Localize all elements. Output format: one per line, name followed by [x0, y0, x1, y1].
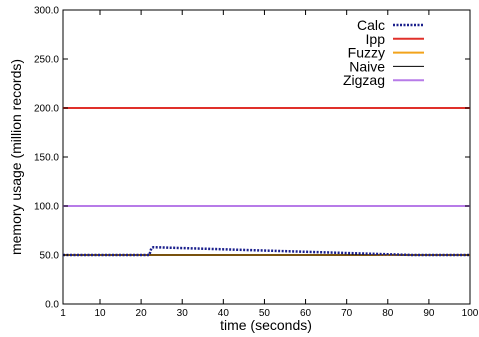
y-axis-title: memory usage (million records) — [8, 59, 24, 255]
x-tick-label: 80 — [382, 308, 394, 319]
series-layer — [63, 107, 470, 257]
series-line-calc — [63, 245, 470, 257]
y-tick-label: 200.0 — [34, 104, 59, 115]
x-axis-title: time (seconds) — [220, 317, 312, 333]
y-tick-label: 300.0 — [34, 6, 59, 17]
legend-label-calc: Calc — [357, 17, 385, 33]
plot-area — [62, 9, 471, 305]
y-tick-label: 150.0 — [34, 153, 59, 164]
y-tick-label: 250.0 — [34, 55, 59, 66]
y-tick-label: 0.0 — [45, 300, 59, 311]
y-tick-label: 100.0 — [34, 202, 59, 213]
x-tick-label: 50 — [259, 308, 271, 319]
legend-label-fuzzy: Fuzzy — [348, 45, 385, 61]
x-tick-label: 1 — [60, 308, 66, 319]
legend-label-zigzag: Zigzag — [343, 72, 385, 88]
x-tick-label: 40 — [218, 308, 230, 319]
legend-label-naive: Naive — [349, 58, 385, 74]
x-tick-label: 20 — [136, 308, 148, 319]
x-tick-label: 100 — [462, 308, 479, 319]
y-tick-label: 50.0 — [40, 251, 60, 262]
legend-label-ipp: Ipp — [366, 31, 386, 47]
x-tick-label: 30 — [177, 308, 189, 319]
tick-layer: 1 10 20 30 40 50 60 70 80 90 100 0.0 50.0 100.0 150.0 2… — [34, 6, 479, 320]
x-tick-label: 70 — [341, 308, 353, 319]
x-tick-label: 90 — [423, 308, 435, 319]
x-tick-label: 60 — [300, 308, 312, 319]
x-tick-label: 10 — [94, 308, 106, 319]
